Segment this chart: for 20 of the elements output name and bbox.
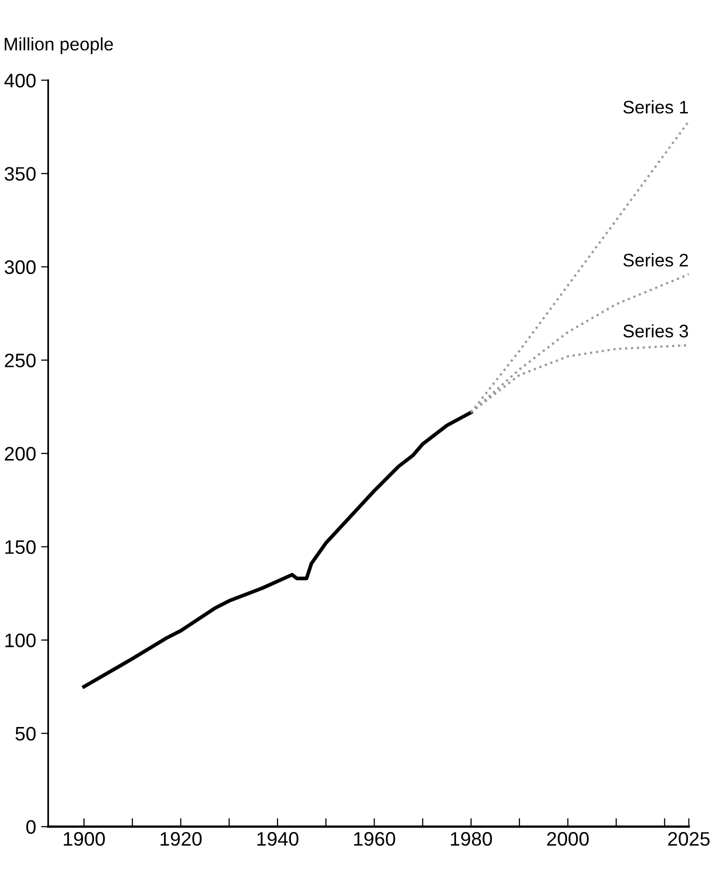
series-label: Series 3 bbox=[623, 324, 688, 338]
x-tick-label: 1940 bbox=[257, 832, 298, 846]
y-tick-label: 250 bbox=[4, 354, 36, 368]
x-tick-label: 1920 bbox=[160, 832, 202, 846]
y-tick-label: 150 bbox=[5, 540, 36, 554]
x-tick-label: 2000 bbox=[547, 832, 589, 846]
x-tick-label: 2025 bbox=[668, 832, 710, 846]
x-tick-label: 1900 bbox=[64, 832, 105, 846]
y-tick-label: 350 bbox=[4, 166, 36, 181]
y-tick-label: 300 bbox=[4, 260, 36, 274]
series-label: Series 1 bbox=[623, 100, 688, 114]
y-axis-title: Million people bbox=[4, 37, 113, 54]
y-tick-label: 100 bbox=[5, 634, 36, 648]
series-label: Series 2 bbox=[623, 253, 688, 267]
y-tick-label: 0 bbox=[26, 820, 36, 834]
x-tick-label: 1960 bbox=[354, 832, 396, 846]
x-tick-label: 1980 bbox=[450, 832, 492, 846]
y-tick-label: 200 bbox=[4, 446, 36, 461]
y-tick-label: 50 bbox=[16, 726, 36, 741]
y-tick-label: 400 bbox=[4, 74, 36, 88]
